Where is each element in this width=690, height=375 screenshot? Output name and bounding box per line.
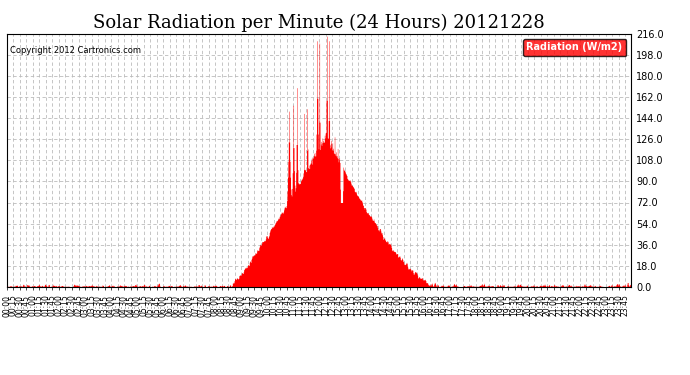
Legend: Radiation (W/m2): Radiation (W/m2) bbox=[522, 39, 627, 56]
Title: Solar Radiation per Minute (24 Hours) 20121228: Solar Radiation per Minute (24 Hours) 20… bbox=[93, 14, 545, 32]
Text: Copyright 2012 Cartronics.com: Copyright 2012 Cartronics.com bbox=[10, 46, 141, 56]
